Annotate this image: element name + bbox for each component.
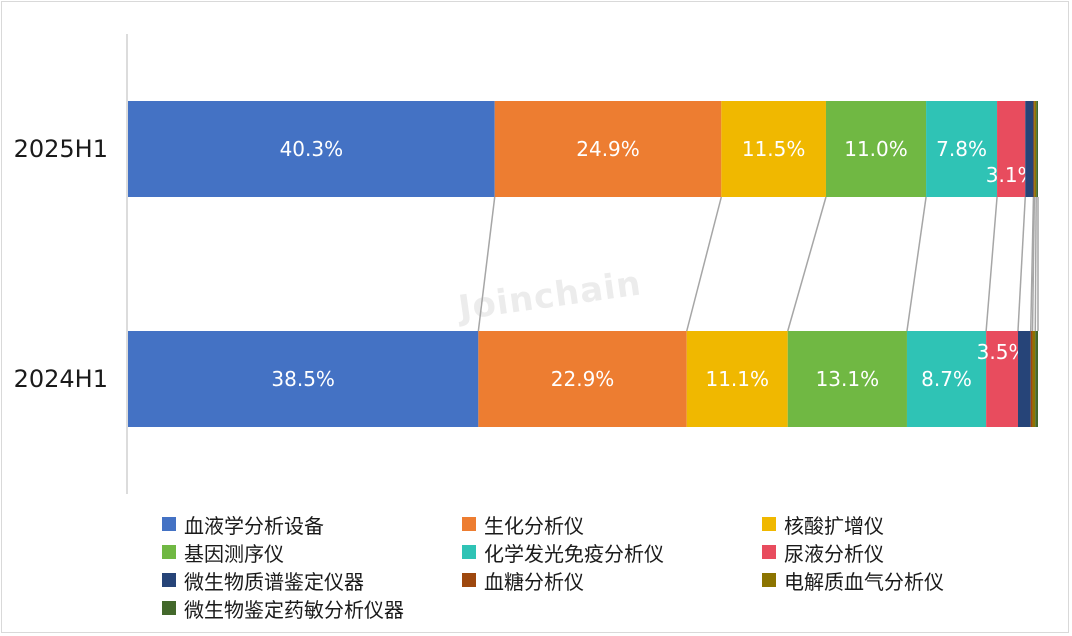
bar-segment: [686, 331, 788, 427]
legend-swatch: [162, 573, 176, 587]
series-line: [985, 196, 998, 332]
bar-segment: [128, 101, 495, 197]
bar-segment: [1036, 101, 1038, 197]
bar-segment: [906, 331, 987, 427]
legend-label: 血液学分析设备: [184, 513, 324, 538]
series-line: [1017, 196, 1027, 332]
bar-segment: [1033, 101, 1035, 197]
series-line: [477, 196, 496, 332]
data-label: 13.1%: [816, 367, 880, 391]
legend-label: 核酸扩增仪: [784, 513, 884, 538]
legend-label: 微生物鉴定药敏分析仪器: [184, 597, 404, 622]
legend-swatch: [462, 545, 476, 559]
bar-segment: [926, 101, 998, 197]
data-label: 11.0%: [844, 137, 908, 161]
legend-label: 化学发光免疫分析仪: [484, 541, 664, 566]
data-label: 11.1%: [705, 367, 769, 391]
legend-label: 尿液分析仪: [784, 541, 884, 566]
bar-segment: [1025, 101, 1034, 197]
legend-label: 血糖分析仪: [484, 569, 584, 594]
bar-segment: [787, 331, 907, 427]
legend-swatch: [462, 573, 476, 587]
legend-item: 基因测序仪: [162, 538, 462, 566]
legend-swatch: [162, 545, 176, 559]
legend-swatch: [762, 545, 776, 559]
legend-item: 核酸扩增仪: [762, 510, 1042, 538]
legend-label: 微生物质谱鉴定仪器: [184, 569, 364, 594]
data-label: 11.5%: [742, 137, 806, 161]
legend-label: 电解质血气分析仪: [784, 569, 944, 594]
bar-segment: [986, 331, 1018, 427]
legend-item: 微生物鉴定药敏分析仪器: [162, 594, 462, 622]
series-line: [906, 196, 927, 332]
series-line: [1034, 196, 1037, 332]
legend-item: 生化分析仪: [462, 510, 762, 538]
bar-segment: [1032, 331, 1036, 427]
bar-segment: [1030, 331, 1033, 427]
legend-item: 血液学分析设备: [162, 510, 462, 538]
data-label: 24.9%: [576, 137, 640, 161]
bar-segment: [1035, 331, 1038, 427]
series-line: [1029, 196, 1035, 332]
data-label: 7.8%: [936, 137, 987, 161]
legend-item: 化学发光免疫分析仪: [462, 538, 762, 566]
data-label: 8.7%: [921, 367, 972, 391]
legend-item: 微生物质谱鉴定仪器: [162, 566, 462, 594]
legend-item: 血糖分析仪: [462, 566, 762, 594]
category-label: 2025H1: [14, 135, 108, 163]
data-label: 40.3%: [280, 137, 344, 161]
legend-label: 生化分析仪: [484, 513, 584, 538]
legend-label: 基因测序仪: [184, 541, 284, 566]
bar-segment: [825, 101, 927, 197]
data-label: 38.5%: [271, 367, 335, 391]
series-line: [1031, 196, 1036, 332]
category-label: 2024H1: [14, 365, 108, 393]
data-label: 22.9%: [551, 367, 615, 391]
legend: 血液学分析设备 生化分析仪 核酸扩增仪基因测序仪 化学发光免疫分析仪 尿液分析仪微生物质…: [162, 510, 1042, 622]
series-line: [787, 196, 827, 332]
legend-swatch: [162, 601, 176, 615]
legend-item: 尿液分析仪: [762, 538, 1042, 566]
legend-swatch: [462, 517, 476, 531]
legend-swatch: [762, 573, 776, 587]
series-line: [686, 196, 723, 332]
bar-segment: [1034, 101, 1037, 197]
bar-segment: [128, 331, 479, 427]
bar-segment: [721, 101, 826, 197]
legend-swatch: [762, 517, 776, 531]
bar-segment: [478, 331, 687, 427]
bar-segment: [1017, 331, 1031, 427]
legend-item: 电解质血气分析仪: [762, 566, 1042, 594]
bar-segment: [997, 101, 1026, 197]
bar-segment: [494, 101, 722, 197]
legend-swatch: [162, 517, 176, 531]
